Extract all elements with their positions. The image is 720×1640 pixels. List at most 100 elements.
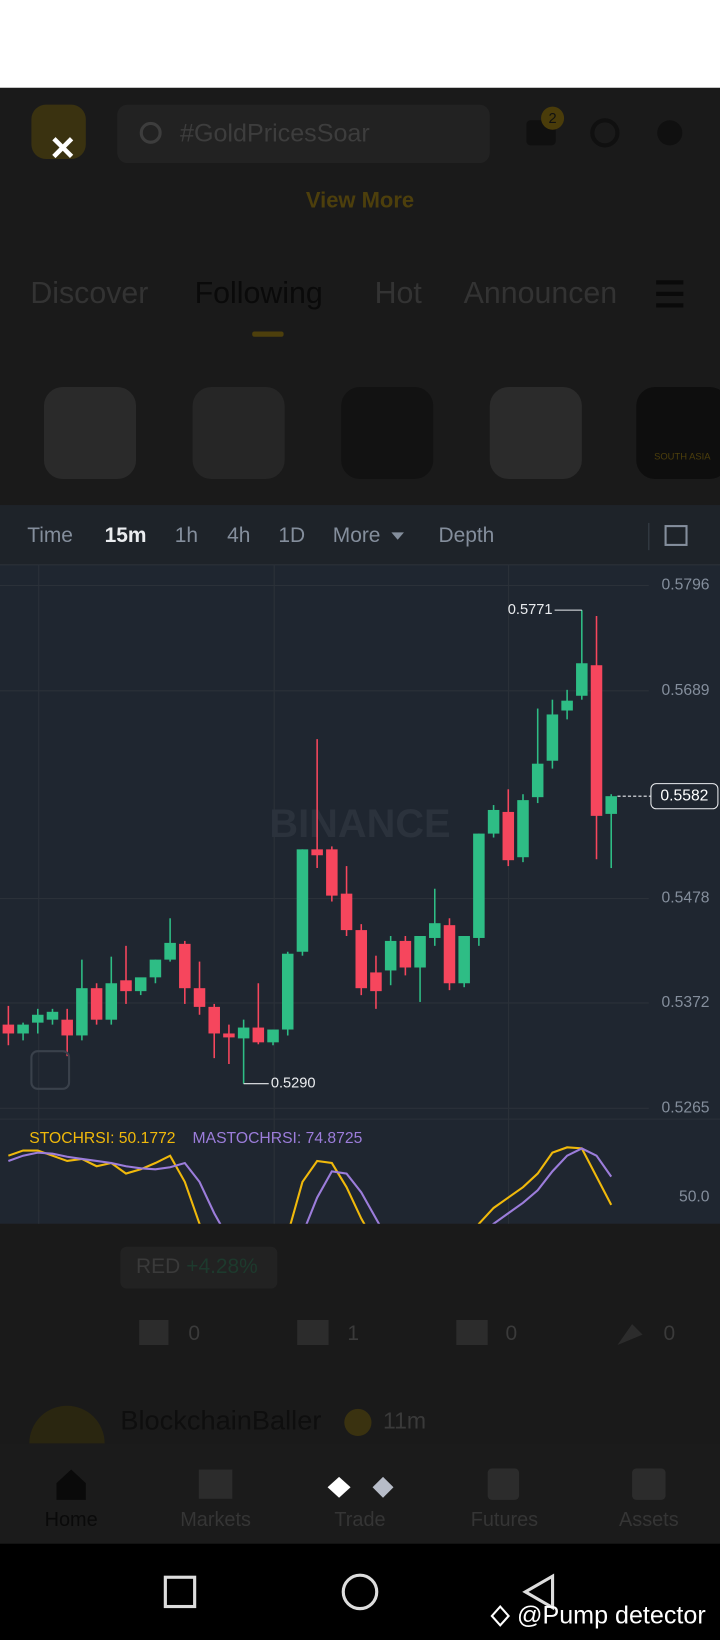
tab[interactable]: Announcen <box>464 277 618 310</box>
candle-body <box>252 1027 265 1043</box>
menu-icon[interactable] <box>656 280 684 285</box>
home-button[interactable] <box>341 1573 379 1611</box>
interval-active[interactable]: 15m <box>105 524 147 547</box>
high-marker-label: 0.5771 <box>508 602 553 618</box>
coin-name: RED <box>136 1255 180 1278</box>
candle-body <box>208 1006 220 1034</box>
share-icon[interactable] <box>617 1324 643 1346</box>
candle-body <box>223 1033 235 1038</box>
candle-body <box>164 942 176 960</box>
share-count: 0 <box>663 1322 675 1345</box>
price-axis: 0.5796 0.5689 0.5478 0.5372 0.5265 0.5771 0.52… <box>29 577 719 1206</box>
candle-body <box>193 988 206 1007</box>
close-button[interactable]: × <box>51 124 75 171</box>
status-area <box>0 0 720 88</box>
candle-body <box>90 988 103 1020</box>
coin-change: +4.28% <box>186 1255 258 1278</box>
last-price-chip <box>650 783 719 810</box>
candle-body <box>134 977 147 992</box>
assets-icon[interactable] <box>632 1468 666 1500</box>
nav-label[interactable]: Trade <box>334 1509 385 1531</box>
repost-icon[interactable] <box>456 1319 488 1346</box>
nav-label[interactable]: Assets <box>619 1509 679 1531</box>
candle-body <box>399 940 412 968</box>
candle-body <box>384 940 397 971</box>
avatar[interactable] <box>341 386 434 480</box>
candle-body <box>473 833 485 938</box>
candle-body <box>487 809 500 834</box>
nav-label[interactable]: Markets <box>180 1509 251 1531</box>
candle-body <box>296 849 309 952</box>
support-icon <box>590 118 620 148</box>
candle-body <box>267 1029 279 1043</box>
nav-label[interactable]: Home <box>45 1509 98 1531</box>
candle-body <box>429 923 441 938</box>
chart-toolbar <box>0 505 720 565</box>
candle-body <box>590 665 603 816</box>
search-text: #GoldPricesSoar <box>180 120 370 148</box>
tab-indicator <box>252 331 284 337</box>
settings-icon[interactable] <box>664 525 688 546</box>
back-button[interactable] <box>522 1573 555 1611</box>
avatar-caption: SOUTH ASIA <box>654 451 711 462</box>
watermark: BINANCE <box>269 802 450 846</box>
home-icon[interactable] <box>56 1469 86 1500</box>
interval[interactable]: 1D <box>278 524 305 547</box>
candle-body <box>2 1024 15 1034</box>
avatar[interactable] <box>489 386 582 480</box>
repost-count: 0 <box>505 1322 517 1345</box>
interval[interactable]: 4h <box>227 524 250 547</box>
like-icon[interactable] <box>297 1319 329 1346</box>
trade-icon[interactable] <box>327 1476 351 1498</box>
interval[interactable]: Time <box>27 524 73 547</box>
search-icon <box>139 121 162 144</box>
author-name[interactable]: BlockchainBaller <box>120 1405 321 1436</box>
candle-body <box>281 953 294 1030</box>
markets-icon[interactable] <box>198 1469 233 1499</box>
chart-panel <box>0 505 720 1224</box>
indicator-tick-label: 50.0 <box>679 1189 710 1206</box>
candle-body <box>443 925 456 984</box>
recents-button[interactable] <box>163 1575 197 1609</box>
tab[interactable]: Discover <box>30 277 148 310</box>
view-more[interactable]: View More <box>306 188 414 213</box>
tab-active[interactable]: Following <box>195 277 323 310</box>
create-icon <box>657 120 683 146</box>
candle-body <box>546 714 559 761</box>
avatar[interactable] <box>192 386 285 480</box>
candle-body <box>576 663 588 696</box>
y-tick-label: 0.5478 <box>662 890 710 907</box>
y-tick-label: 0.5689 <box>662 682 710 699</box>
depth-tab[interactable]: Depth <box>438 524 494 547</box>
candle-body <box>561 700 573 711</box>
interval[interactable]: 1h <box>175 524 198 547</box>
futures-icon[interactable] <box>487 1468 520 1500</box>
nav-label[interactable]: Futures <box>471 1509 538 1531</box>
watermark-logo <box>490 1604 511 1627</box>
coin-tag[interactable] <box>120 1246 278 1289</box>
candle-body <box>149 959 162 978</box>
more-menu[interactable]: More <box>333 524 381 547</box>
expand-button[interactable] <box>30 1050 71 1090</box>
candle-body <box>46 1011 59 1020</box>
like-count: 1 <box>347 1322 359 1345</box>
candles <box>0 584 649 1109</box>
avatar[interactable] <box>43 386 137 480</box>
candle-body <box>61 1019 73 1036</box>
candle-body <box>355 930 368 989</box>
candle-body <box>17 1024 29 1034</box>
low-marker-label: 0.5290 <box>271 1076 316 1092</box>
candle-body <box>414 935 426 968</box>
candle-body <box>32 1014 44 1023</box>
comment-icon[interactable] <box>139 1319 169 1346</box>
comment-count: 0 <box>188 1322 200 1345</box>
avatar[interactable] <box>636 386 720 480</box>
indicator-line <box>8 1147 613 1224</box>
indicator <box>8 1146 613 1224</box>
candle-body <box>370 972 382 992</box>
tab[interactable]: Hot <box>375 277 423 310</box>
candle-body <box>326 849 338 896</box>
system-bar <box>0 1543 720 1640</box>
app-logo <box>31 104 86 159</box>
candle-body <box>340 893 353 931</box>
